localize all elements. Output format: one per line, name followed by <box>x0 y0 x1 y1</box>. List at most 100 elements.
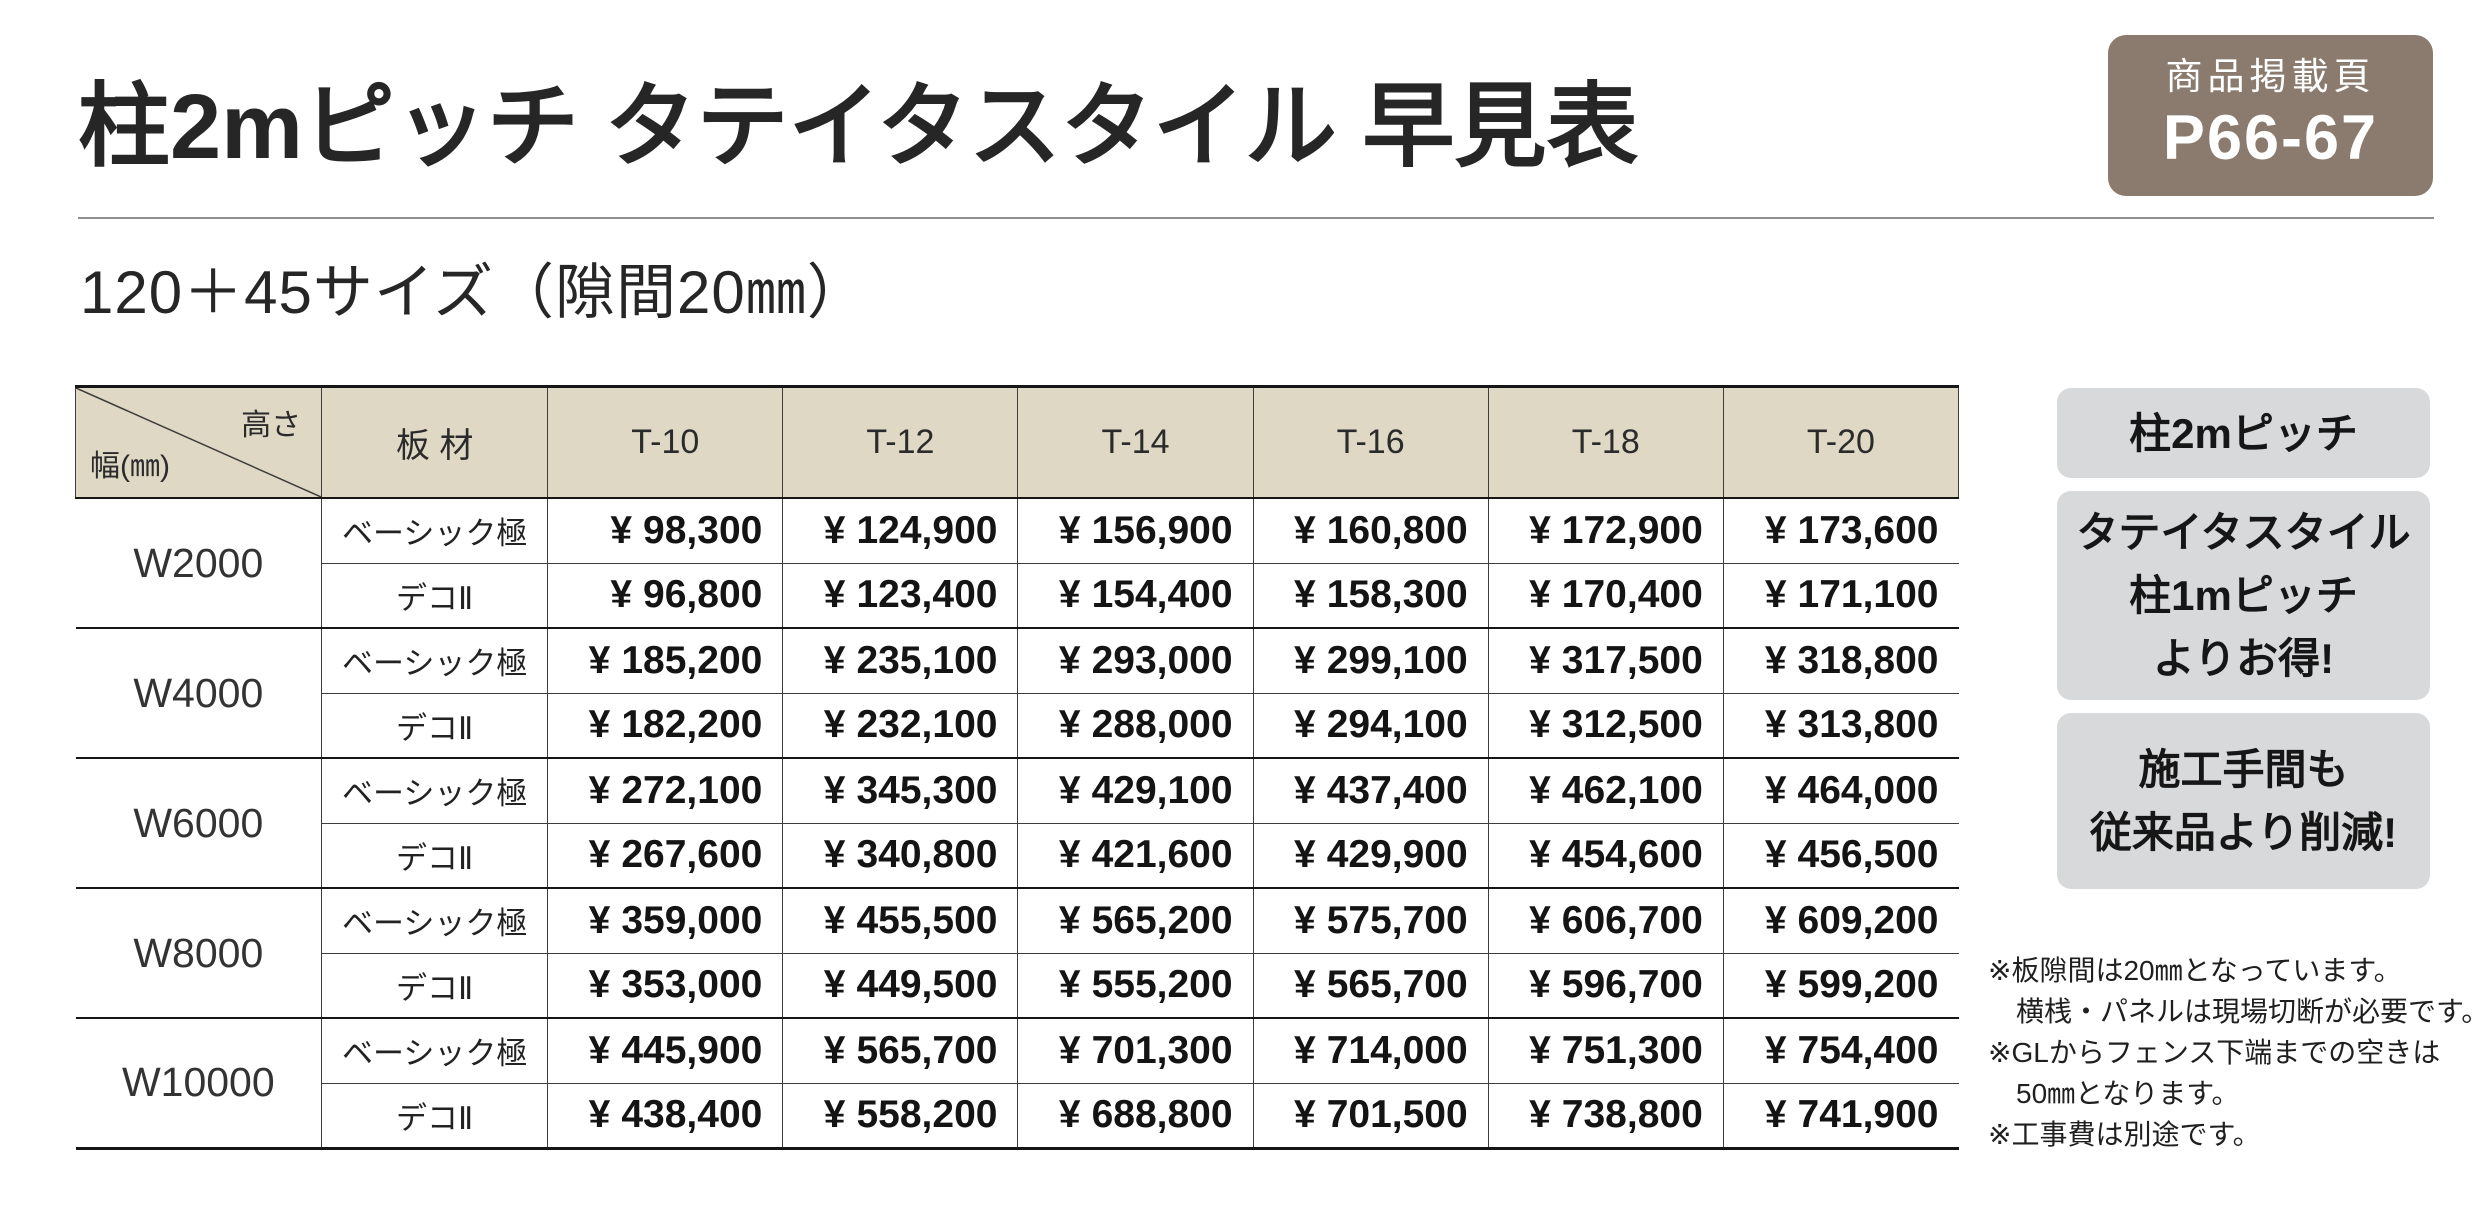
price-amount: 609,200 <box>1797 898 1939 942</box>
price-amount: 171,100 <box>1797 573 1939 617</box>
footnotes: ※板隙間は20㎜となっています。 横桟・パネルは現場切断が必要です。 ※GLからフェ… <box>1988 950 2490 1155</box>
yen-symbol: ¥ <box>588 768 611 812</box>
price-amount: 741,900 <box>1797 1093 1939 1136</box>
price-amount: 454,600 <box>1561 833 1703 877</box>
price-cell: ¥688,800 <box>1017 1082 1254 1148</box>
yen-symbol: ¥ <box>1058 963 1081 1007</box>
height-column-header: T-16 <box>1252 385 1489 499</box>
yen-symbol: ¥ <box>1293 833 1316 877</box>
price-cell: ¥267,600 <box>547 822 784 888</box>
footnote-line: ※板隙間は20㎜となっています。 <box>1988 955 2402 986</box>
footnote-line: 50㎜となります。 <box>2016 1078 2240 1109</box>
table-row: デコⅡ ¥182,200 ¥232,100 ¥288,000 ¥294,100 ¥312,… <box>76 692 1959 758</box>
feature-badge-line: タテイタスタイル <box>2076 509 2411 556</box>
price-amount: 173,600 <box>1797 508 1939 552</box>
price-amount: 170,400 <box>1561 573 1703 617</box>
price-cell: ¥754,400 <box>1722 1017 1959 1083</box>
price-cell: ¥599,200 <box>1722 952 1959 1018</box>
width-cell: W10000 <box>75 1017 323 1148</box>
price-cell: ¥565,200 <box>1017 887 1254 953</box>
price-cell: ¥299,100 <box>1252 627 1489 693</box>
yen-symbol: ¥ <box>1529 963 1551 1007</box>
price-amount: 596,700 <box>1561 963 1703 1007</box>
price-cell: ¥609,200 <box>1722 887 1959 953</box>
price-cell: ¥575,700 <box>1252 887 1489 953</box>
yen-symbol: ¥ <box>588 1028 611 1072</box>
material-column-header: 板 材 <box>321 385 549 499</box>
yen-symbol: ¥ <box>588 703 611 747</box>
price-amount: 455,500 <box>856 898 998 942</box>
footnote-line: ※工事費は別途です。 <box>1988 1119 2261 1150</box>
yen-symbol: ¥ <box>610 508 633 552</box>
price-amount: 267,600 <box>621 833 763 877</box>
yen-symbol: ¥ <box>1293 703 1316 747</box>
header-row: 高さ 幅(㎜) 板 材 T-10 T-12 T-14 T-16 T-18 T-20 <box>74 385 1960 499</box>
price-cell: ¥421,600 <box>1017 822 1254 888</box>
price-cell: ¥449,500 <box>782 952 1019 1018</box>
width-cell: W4000 <box>75 627 323 758</box>
yen-symbol: ¥ <box>1764 768 1787 812</box>
price-amount: 158,300 <box>1326 573 1468 617</box>
price-cell: ¥558,200 <box>782 1082 1019 1148</box>
price-cell: ¥294,100 <box>1252 692 1489 758</box>
price-cell: ¥738,800 <box>1487 1082 1724 1148</box>
yen-symbol: ¥ <box>823 573 846 617</box>
material-cell: ベーシック極 <box>321 887 549 953</box>
price-amount: 599,200 <box>1797 963 1939 1007</box>
price-amount: 429,900 <box>1326 833 1468 877</box>
material-cell: デコⅡ <box>321 952 549 1018</box>
price-cell: ¥156,900 <box>1017 497 1254 563</box>
price-cell: ¥701,500 <box>1252 1082 1489 1148</box>
yen-symbol: ¥ <box>1058 508 1081 552</box>
yen-symbol: ¥ <box>1529 1028 1551 1072</box>
yen-symbol: ¥ <box>823 638 846 682</box>
price-amount: 154,400 <box>1091 573 1233 617</box>
feature-badge-line: 施工手間も <box>2138 746 2349 793</box>
price-cell: ¥429,100 <box>1017 757 1254 823</box>
yen-symbol: ¥ <box>823 833 846 877</box>
yen-symbol: ¥ <box>823 963 846 1007</box>
price-amount: 421,600 <box>1091 833 1233 877</box>
price-cell: ¥454,600 <box>1487 822 1724 888</box>
price-cell: ¥741,900 <box>1722 1082 1959 1148</box>
yen-symbol: ¥ <box>1529 508 1551 552</box>
price-amount: 751,300 <box>1561 1028 1703 1072</box>
price-cell: ¥172,900 <box>1487 497 1724 563</box>
price-cell: ¥171,100 <box>1722 562 1959 628</box>
diagonal-line-icon <box>76 388 321 497</box>
price-table: 高さ 幅(㎜) 板 材 T-10 T-12 T-14 T-16 T-18 T-20 W20… <box>74 385 1960 1150</box>
price-amount: 456,500 <box>1797 833 1939 877</box>
corner-width-label: 幅(㎜) <box>90 450 170 483</box>
price-amount: 272,100 <box>621 768 763 812</box>
yen-symbol: ¥ <box>823 768 846 812</box>
yen-symbol: ¥ <box>1293 573 1316 617</box>
height-column-header: T-12 <box>782 385 1019 499</box>
price-cell: ¥317,500 <box>1487 627 1724 693</box>
price-amount: 449,500 <box>856 963 998 1007</box>
height-column-header: T-18 <box>1487 385 1724 499</box>
price-amount: 462,100 <box>1561 768 1703 812</box>
yen-symbol: ¥ <box>1764 898 1787 942</box>
table-row: W2000 ベーシック極 ¥98,300 ¥124,900 ¥156,900 ¥160,8… <box>75 497 1959 628</box>
material-cell: ベーシック極 <box>321 1017 549 1083</box>
size-subtitle: 120＋45サイズ（隙間20㎜） <box>80 259 868 326</box>
price-cell: ¥437,400 <box>1252 757 1489 823</box>
yen-symbol: ¥ <box>823 898 846 942</box>
yen-symbol: ¥ <box>1529 638 1551 682</box>
yen-symbol: ¥ <box>1764 963 1787 1007</box>
price-cell: ¥701,300 <box>1017 1017 1254 1083</box>
yen-symbol: ¥ <box>1293 1093 1316 1136</box>
price-cell: ¥170,400 <box>1487 562 1724 628</box>
price-amount: 445,900 <box>621 1028 763 1072</box>
price-cell: ¥455,500 <box>782 887 1019 953</box>
price-cell: ¥462,100 <box>1487 757 1724 823</box>
feature-badge-line: よりお得! <box>2152 635 2335 682</box>
yen-symbol: ¥ <box>588 963 611 1007</box>
price-amount: 318,800 <box>1797 638 1939 682</box>
price-cell: ¥751,300 <box>1487 1017 1724 1083</box>
yen-symbol: ¥ <box>1529 573 1551 617</box>
yen-symbol: ¥ <box>1293 768 1316 812</box>
yen-symbol: ¥ <box>1764 508 1787 552</box>
price-amount: 172,900 <box>1561 508 1703 552</box>
price-amount: 738,800 <box>1561 1093 1703 1136</box>
